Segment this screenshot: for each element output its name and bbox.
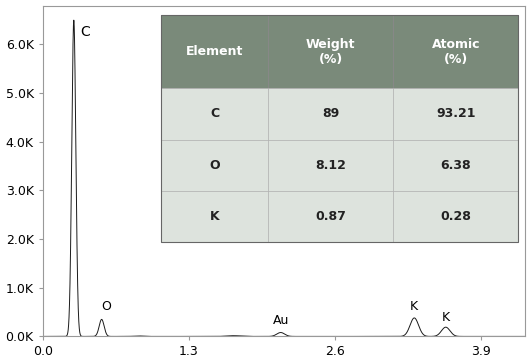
Text: O: O [101, 300, 111, 313]
FancyBboxPatch shape [161, 191, 268, 242]
Text: 8.12: 8.12 [315, 159, 346, 172]
FancyBboxPatch shape [161, 16, 268, 88]
Text: K: K [410, 300, 418, 313]
FancyBboxPatch shape [393, 191, 518, 242]
Text: 89: 89 [322, 107, 339, 120]
Text: 0.87: 0.87 [315, 210, 346, 223]
Text: Atomic
(%): Atomic (%) [432, 38, 480, 66]
Text: Weight
(%): Weight (%) [306, 38, 355, 66]
FancyBboxPatch shape [161, 88, 268, 139]
FancyBboxPatch shape [268, 191, 393, 242]
Text: 0.28: 0.28 [440, 210, 471, 223]
Text: Element: Element [186, 46, 243, 58]
Text: Au: Au [272, 314, 289, 327]
FancyBboxPatch shape [393, 16, 518, 88]
Text: C: C [210, 107, 219, 120]
Text: K: K [442, 311, 450, 324]
FancyBboxPatch shape [161, 139, 268, 191]
Text: 6.38: 6.38 [440, 159, 471, 172]
FancyBboxPatch shape [268, 16, 393, 88]
FancyBboxPatch shape [268, 88, 393, 139]
Text: 93.21: 93.21 [436, 107, 475, 120]
Text: K: K [210, 210, 219, 223]
FancyBboxPatch shape [393, 88, 518, 139]
FancyBboxPatch shape [393, 139, 518, 191]
FancyBboxPatch shape [268, 139, 393, 191]
Text: O: O [209, 159, 220, 172]
Text: C: C [81, 25, 90, 39]
